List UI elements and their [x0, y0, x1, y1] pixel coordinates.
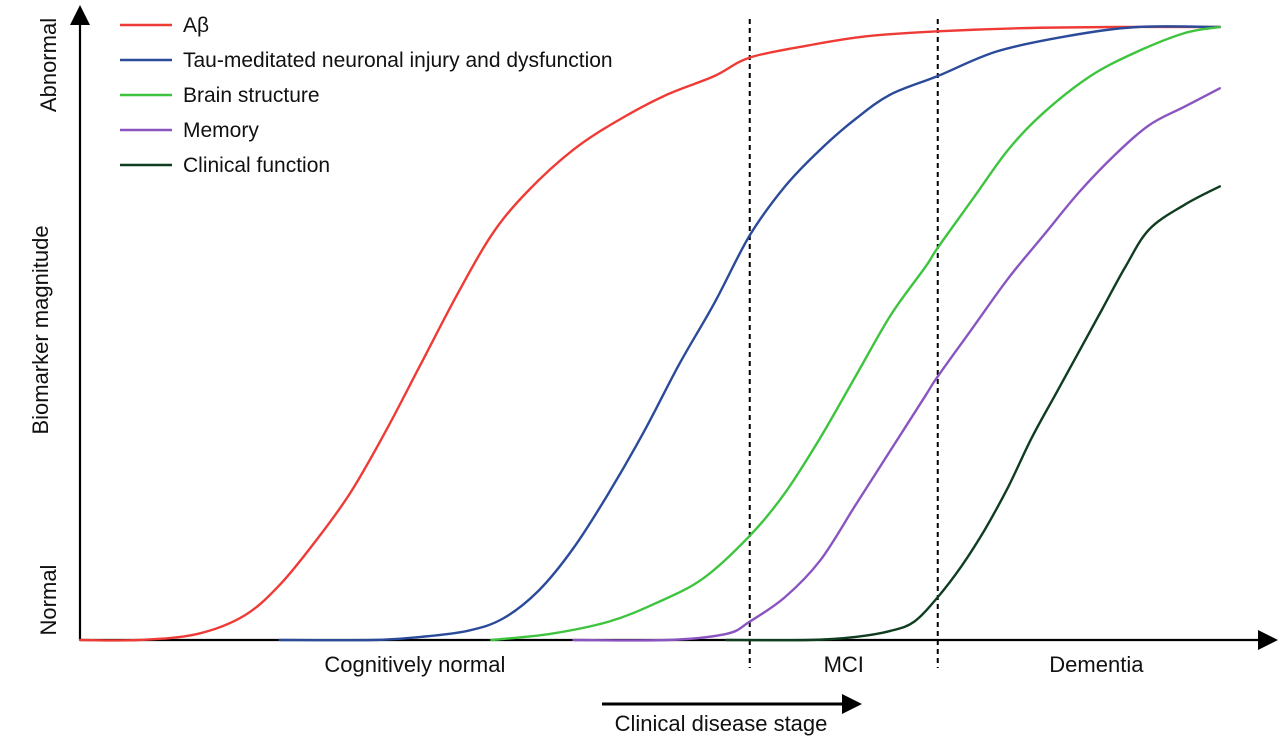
x-axis-arrow — [1258, 630, 1278, 650]
legend-label-5: Clinical function — [183, 154, 330, 177]
x-axis-label-arrow-head — [842, 694, 862, 714]
series-layer — [78, 25, 1221, 642]
stage-label-2: MCI — [824, 652, 864, 677]
legend-label-1: Aβ — [183, 14, 209, 37]
legend: Aβ Tau-meditated neuronal injury and dysf… — [120, 14, 613, 177]
stage-boundaries — [748, 19, 939, 668]
series-line-3 — [490, 25, 1221, 642]
y-tick-abnormal: Abnormal — [36, 18, 61, 112]
legend-label-2: Tau-meditated neuronal injury and dysfun… — [183, 49, 613, 72]
series-line-2 — [278, 25, 1221, 642]
stage-label-3: Dementia — [1049, 652, 1144, 677]
series-line-5 — [725, 185, 1221, 642]
y-tick-normal: Normal — [36, 565, 61, 636]
series-line-4 — [572, 87, 1221, 642]
series-line-1 — [78, 25, 1221, 642]
legend-label-3: Brain structure — [183, 84, 320, 107]
stage-label-1: Cognitively normal — [324, 652, 505, 677]
legend-label-4: Memory — [183, 119, 259, 142]
y-axis-arrow — [70, 5, 90, 25]
x-axis-label: Clinical disease stage — [615, 711, 828, 736]
labels-layer: Cognitively normal MCI Dementia Clinical di… — [28, 18, 1144, 736]
y-axis-label: Biomarker magnitude — [28, 225, 53, 434]
